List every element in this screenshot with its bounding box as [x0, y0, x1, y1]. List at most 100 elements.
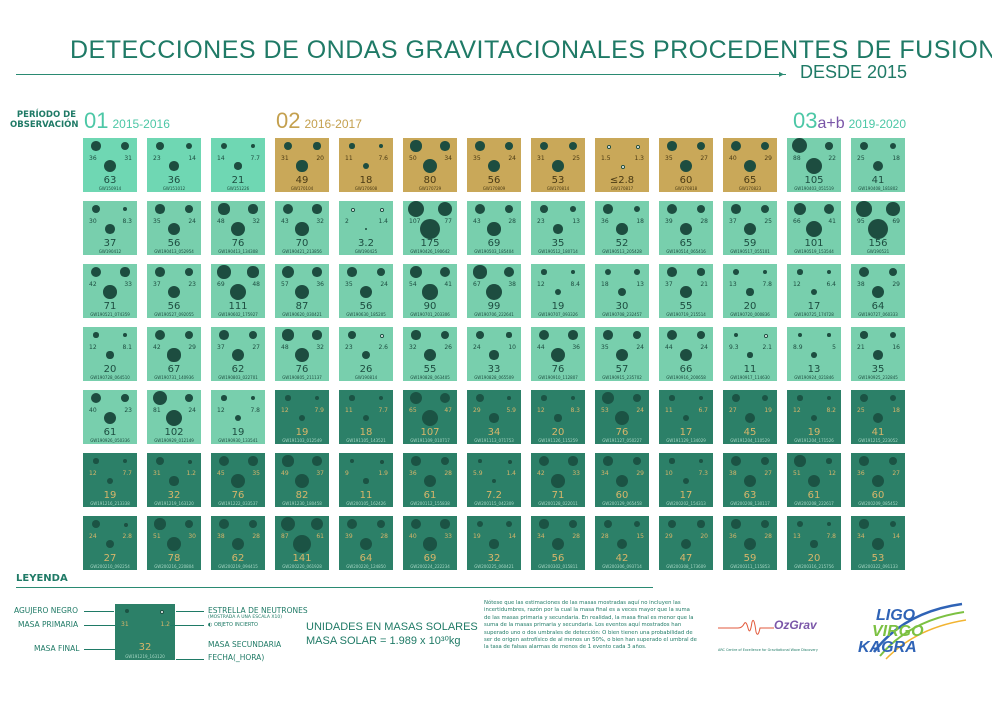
- primary-black-hole-icon: [410, 266, 422, 278]
- neutron-star-icon: [379, 333, 385, 339]
- primary-mass: 50: [409, 155, 417, 162]
- event-id: GW190421_213856: [282, 249, 322, 254]
- primary-mass: 12: [89, 470, 97, 477]
- final-black-hole-icon: [168, 286, 180, 298]
- secondary-black-hole-icon: [889, 394, 897, 402]
- final-black-hole-icon: [616, 223, 628, 235]
- primary-mass: 42: [89, 281, 97, 288]
- secondary-black-hole-icon: [184, 519, 194, 529]
- event-id: GW200208_130117: [730, 501, 770, 506]
- event-tile: 11 6.7 17 GW191129_134029: [659, 390, 713, 444]
- final-mass: 11: [743, 364, 757, 375]
- arrow-right-icon: ▸: [779, 69, 785, 80]
- primary-mass: 12: [537, 281, 545, 288]
- event-tile: 44 36 76 GW190910_112807: [531, 327, 585, 381]
- final-mass: 99: [487, 301, 501, 312]
- secondary-black-hole-icon: [312, 456, 322, 466]
- secondary-black-hole-icon: [633, 205, 641, 213]
- event-id: GW170817: [610, 186, 634, 191]
- run-years: 2015-2016: [112, 117, 170, 131]
- event-id: GW190630_185205: [346, 312, 386, 317]
- final-black-hole-icon: [551, 348, 565, 362]
- waveform-icon: [718, 619, 774, 635]
- primary-mass: 2: [345, 218, 349, 225]
- secondary-mass: 23: [124, 407, 132, 414]
- event-id: GW190620_030421: [282, 312, 322, 317]
- final-mass: 61: [807, 490, 821, 501]
- primary-black-hole-icon: [280, 516, 296, 532]
- secondary-black-hole-icon: [378, 143, 384, 149]
- event-tile: 54 41 90 GW190701_203306: [403, 264, 457, 318]
- footnote: Nótese que las estimaciones de las masas…: [484, 600, 697, 651]
- primary-black-hole-icon: [411, 456, 421, 466]
- primary-mass: 10: [665, 470, 673, 477]
- primary-mass: 49: [281, 470, 289, 477]
- event-tile: 12 8.4 19 GW190707_093326: [531, 264, 585, 318]
- event-id: GW190917_114630: [730, 375, 770, 380]
- event-id: GW170729: [418, 186, 442, 191]
- event-tile: 40 23 61 GW190926_050336: [83, 390, 137, 444]
- primary-black-hole-icon: [93, 332, 99, 338]
- secondary-mass: 23: [188, 281, 196, 288]
- primary-black-hole-icon: [539, 519, 549, 529]
- primary-black-hole-icon: [538, 329, 550, 341]
- primary-mass: 35: [665, 155, 673, 162]
- event-id: GW190408_181802: [858, 186, 898, 191]
- primary-black-hole-icon: [283, 141, 293, 151]
- final-black-hole-icon: [811, 352, 817, 358]
- primary-mass: 12: [217, 407, 225, 414]
- event-id: GW190707_093326: [538, 312, 578, 317]
- final-black-hole-icon: [872, 160, 884, 172]
- final-mass: 64: [871, 301, 885, 312]
- event-tile: 31 1.2 32 GW191219_163120: [147, 453, 201, 507]
- secondary-black-hole-icon: [122, 332, 128, 338]
- event-id: GW151226: [226, 186, 250, 191]
- event-id: GW191113_071753: [474, 438, 514, 443]
- final-mass: 141: [292, 553, 312, 564]
- legend-example-m2: 1.2: [160, 621, 170, 628]
- final-black-hole-icon: [488, 160, 500, 172]
- event-id: GW190814: [354, 375, 378, 380]
- final-mass: 20: [103, 364, 117, 375]
- final-mass: 47: [679, 553, 693, 564]
- final-black-hole-icon: [422, 158, 438, 174]
- primary-black-hole-icon: [797, 269, 803, 275]
- final-black-hole-icon: [168, 223, 180, 235]
- primary-mass: 53: [601, 407, 609, 414]
- legend-pointer: [176, 659, 204, 660]
- event-tile: 27 19 45 GW191204_110529: [723, 390, 777, 444]
- secondary-mass: 35: [252, 470, 260, 477]
- primary-mass: 39: [345, 533, 353, 540]
- secondary-mass: 7.6: [378, 155, 388, 162]
- primary-black-hole-icon: [152, 390, 168, 406]
- final-black-hole-icon: [616, 538, 628, 550]
- final-mass: 19: [551, 301, 565, 312]
- legend-title: LEYENDA: [16, 573, 68, 584]
- event-tile: 35 27 60 GW170818: [659, 138, 713, 192]
- event-tile: 12 7.7 19 GW191216_213338: [83, 453, 137, 507]
- primary-black-hole-icon: [667, 519, 677, 529]
- final-mass: 21: [231, 175, 245, 186]
- secondary-mass: 24: [636, 344, 644, 351]
- final-mass: 49: [295, 175, 309, 186]
- final-black-hole-icon: [234, 414, 242, 422]
- final-mass: 59: [743, 553, 757, 564]
- event-id: GW190521: [866, 249, 890, 254]
- final-black-hole-icon: [744, 412, 756, 424]
- event-tile: 40 29 65 GW170823: [723, 138, 777, 192]
- final-black-hole-icon: [169, 161, 179, 171]
- primary-mass: 12: [281, 407, 289, 414]
- event-id: GW200316_215756: [794, 564, 834, 569]
- primary-mass: 14: [217, 155, 225, 162]
- event-id: GW191103_012549: [282, 438, 322, 443]
- event-id: GW200220_124850: [346, 564, 386, 569]
- secondary-mass: 37: [316, 470, 324, 477]
- secondary-mass: 29: [188, 344, 196, 351]
- event-id: GW200311_115853: [730, 564, 770, 569]
- primary-black-hole-icon: [859, 456, 869, 466]
- event-tile: 39 28 64 GW200220_124850: [339, 516, 393, 570]
- primary-mass: 9.3: [729, 344, 739, 351]
- final-mass: 63: [103, 175, 117, 186]
- event-id: GW190412: [98, 249, 122, 254]
- event-id: GW191109_010717: [410, 438, 450, 443]
